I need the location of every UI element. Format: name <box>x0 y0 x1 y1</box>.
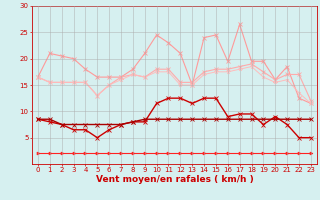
X-axis label: Vent moyen/en rafales ( km/h ): Vent moyen/en rafales ( km/h ) <box>96 175 253 184</box>
